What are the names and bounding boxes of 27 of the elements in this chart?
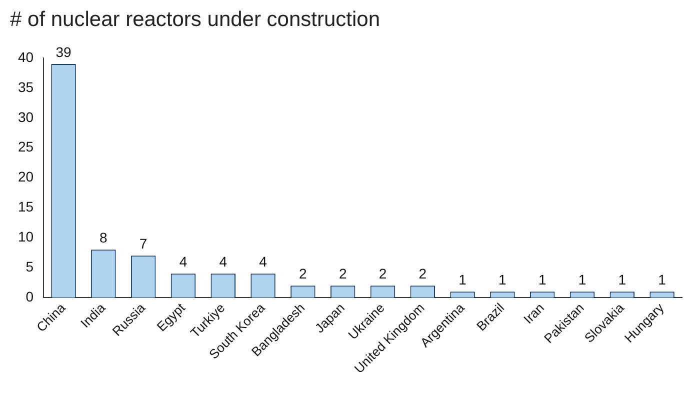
data-label: 4	[179, 253, 188, 270]
data-label: 4	[259, 253, 268, 270]
data-label: 2	[299, 265, 308, 282]
y-tick-label: 0	[26, 288, 34, 304]
y-tick-label: 35	[18, 78, 34, 95]
y-tick-label: 15	[18, 198, 34, 215]
x-tick-label: Iran	[520, 300, 547, 327]
y-tick-label: 20	[18, 168, 34, 185]
chart-title: # of nuclear reactors under construction	[10, 8, 382, 32]
y-tick-label: 5	[26, 258, 34, 274]
data-label: 2	[378, 265, 387, 282]
y-tick-label: 40	[18, 48, 34, 65]
data-label: 2	[418, 265, 427, 282]
data-label: 1	[658, 271, 666, 288]
data-label: 1	[618, 271, 626, 288]
data-label: 7	[139, 236, 148, 252]
data-label: 8	[100, 230, 108, 246]
y-tick-label: 30	[18, 108, 34, 125]
data-label: 4	[219, 253, 228, 270]
data-label: 39	[56, 44, 72, 60]
data-label: 1	[498, 271, 507, 288]
data-label: 2	[338, 265, 347, 282]
data-label: 1	[578, 271, 586, 288]
data-label: 1	[538, 271, 546, 288]
y-tick-label: 25	[18, 138, 34, 155]
data-label: 1	[458, 271, 467, 288]
y-tick-label: 10	[18, 228, 34, 245]
